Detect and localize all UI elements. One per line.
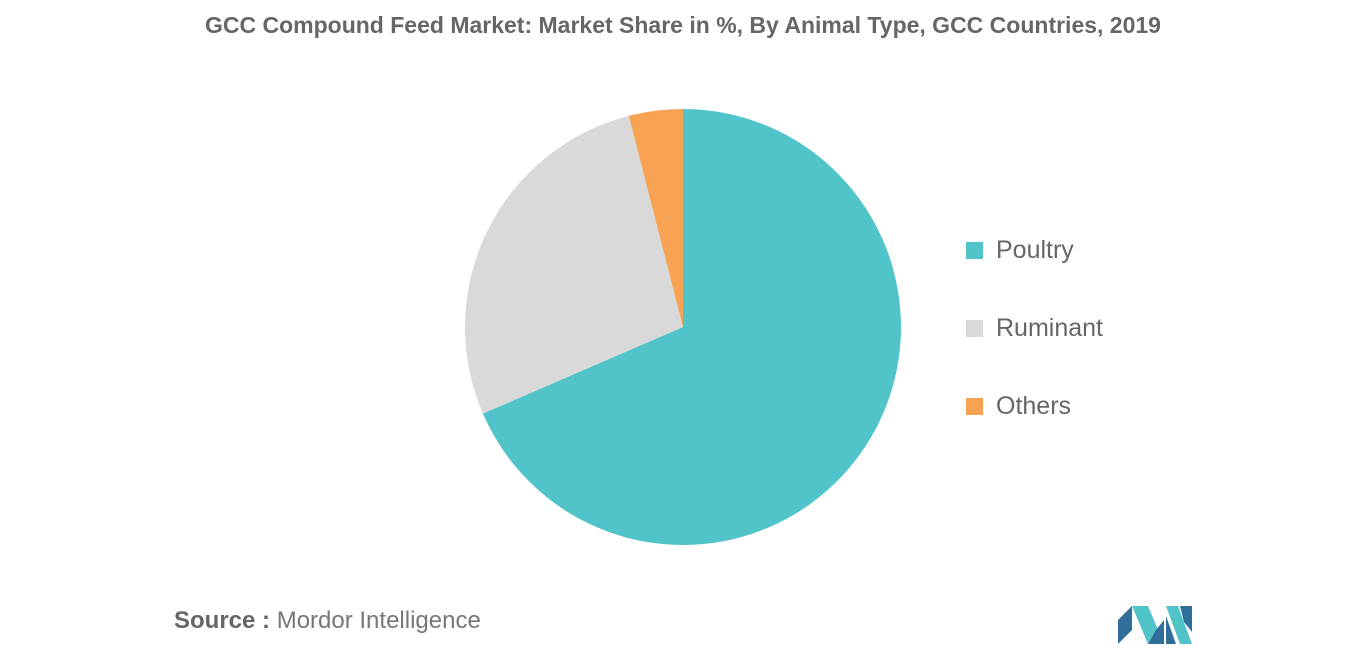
legend-swatch-others xyxy=(966,397,983,415)
source-label: Source : xyxy=(174,607,271,634)
legend-item-others: Others xyxy=(966,388,1103,424)
source-text: Mordor Intelligence xyxy=(276,607,481,634)
pie-slices xyxy=(465,109,901,545)
source-note: Source : Mordor Intelligence xyxy=(174,607,481,635)
legend-label-poultry: Poultry xyxy=(996,235,1074,264)
legend-label-ruminant: Ruminant xyxy=(996,313,1103,342)
legend-swatch-ruminant xyxy=(966,319,983,337)
pie-slice-ruminant xyxy=(465,115,683,414)
legend-swatch-poultry xyxy=(966,241,983,259)
chart-title: GCC Compound Feed Market: Market Share i… xyxy=(205,12,1161,38)
legend-item-poultry: Poultry xyxy=(966,232,1103,268)
legend-label-others: Others xyxy=(996,391,1072,420)
pie-slice-poultry xyxy=(482,109,901,545)
legend: Poultry Ruminant Others xyxy=(966,232,1103,466)
pie-slice-others xyxy=(628,109,683,327)
legend-item-ruminant: Ruminant xyxy=(966,310,1103,346)
mordor-intelligence-logo-icon xyxy=(1118,606,1192,649)
